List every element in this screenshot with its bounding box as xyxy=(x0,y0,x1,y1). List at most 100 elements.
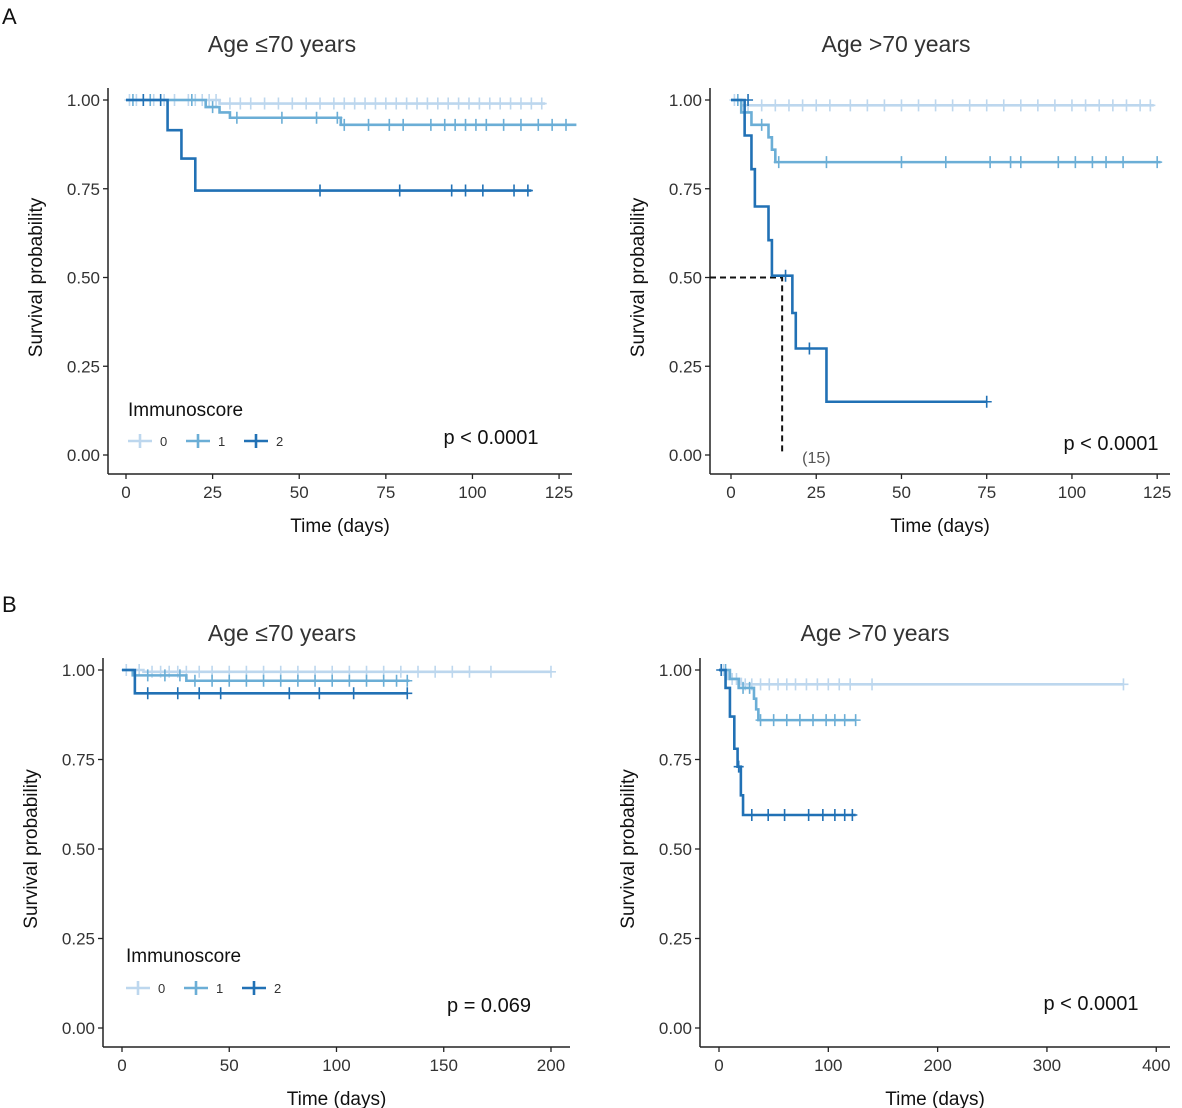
censor-mark xyxy=(879,99,890,112)
censor-mark xyxy=(292,674,303,687)
censor-mark xyxy=(1101,156,1112,169)
censor-mark xyxy=(526,97,537,110)
censor-mark xyxy=(781,678,792,691)
censor-mark xyxy=(194,665,205,678)
censor-mark xyxy=(174,669,185,682)
censor-mark xyxy=(1053,156,1064,169)
y-axis-label: Survival probability xyxy=(21,769,42,929)
censor-mark xyxy=(1015,156,1026,169)
censor-mark xyxy=(981,99,992,112)
x-tick-label: 100 xyxy=(322,1056,350,1075)
censor-mark xyxy=(224,97,235,110)
censor-mark xyxy=(803,808,814,821)
censor-mark xyxy=(446,184,457,197)
y-tick-label: 0.50 xyxy=(669,269,702,288)
censor-mark xyxy=(235,97,246,110)
y-tick-label: 0.00 xyxy=(669,446,702,465)
km-plot-a-age-le-70: Age ≤70 years 0.00 0.25 0.50 0.75 1.00 0 25 50 75… xyxy=(26,31,577,537)
censor-mark xyxy=(867,678,878,691)
x-axis-label: Time (days) xyxy=(287,1089,387,1108)
censor-mark xyxy=(460,118,471,131)
censor-mark xyxy=(545,665,556,678)
p-value-label: p < 0.0001 xyxy=(443,427,538,449)
survival-curve-score-2 xyxy=(731,98,987,404)
censor-mark xyxy=(495,97,506,110)
censor-mark xyxy=(349,97,360,110)
censor-mark xyxy=(378,674,389,687)
censor-mark xyxy=(823,678,834,691)
y-tick-label: 0.25 xyxy=(669,357,702,376)
censor-mark xyxy=(716,664,727,676)
censor-mark xyxy=(1152,156,1163,169)
censor-mark xyxy=(215,687,226,700)
censor-mark xyxy=(498,118,509,131)
censor-mark xyxy=(422,97,433,110)
x-tick-label: 0 xyxy=(726,483,735,502)
censor-mark xyxy=(363,118,374,131)
censor-mark xyxy=(764,678,775,691)
censor-mark xyxy=(447,665,458,678)
legend-label-score-0: 0 xyxy=(158,981,165,996)
y-tick-label: 0.75 xyxy=(62,751,95,770)
chart-title: Age >70 years xyxy=(822,31,971,57)
censor-mark xyxy=(756,118,767,131)
y-tick-label: 0.25 xyxy=(67,357,100,376)
x-tick-label: 50 xyxy=(892,483,911,502)
censor-mark xyxy=(829,808,840,821)
x-tick-label: 200 xyxy=(923,1056,951,1075)
censor-mark xyxy=(284,687,295,700)
censor-mark xyxy=(998,99,1009,112)
y-tick-label: 1.00 xyxy=(62,661,95,680)
chart-title: Age >70 years xyxy=(801,620,950,646)
x-axis-label: Time (days) xyxy=(885,1089,985,1108)
x-tick-label: 100 xyxy=(458,483,486,502)
censor-mark xyxy=(781,714,792,727)
censor-mark xyxy=(515,118,526,131)
censor-mark xyxy=(1005,156,1016,169)
censor-mark xyxy=(829,714,840,727)
censor-mark xyxy=(509,184,520,197)
censor-mark xyxy=(439,118,450,131)
censor-mark xyxy=(224,674,235,687)
censor-mark xyxy=(817,808,828,821)
y-tick-label: 1.00 xyxy=(67,91,100,110)
censor-mark xyxy=(522,184,533,197)
censor-mark xyxy=(460,184,471,197)
censor-mark xyxy=(896,99,907,112)
censor-mark xyxy=(155,94,166,106)
y-tick-label: 0.50 xyxy=(62,840,95,859)
censor-mark xyxy=(763,808,774,821)
censor-mark xyxy=(981,395,992,408)
censor-mark xyxy=(402,674,413,687)
censor-mark xyxy=(245,97,256,110)
censor-mark xyxy=(505,97,516,110)
x-tick-label: 200 xyxy=(537,1056,565,1075)
legend-title: Immunoscore xyxy=(126,946,241,967)
chart-title: Age ≤70 years xyxy=(208,31,356,57)
censor-mark xyxy=(430,665,441,678)
censor-mark xyxy=(913,99,924,112)
survival-curve-score-1 xyxy=(731,98,1161,164)
legend-label-score-2: 2 xyxy=(276,434,283,449)
censor-mark xyxy=(801,678,812,691)
x-tick-label: 0 xyxy=(714,1056,723,1075)
censor-mark xyxy=(395,665,406,678)
censor-mark xyxy=(743,94,754,106)
y-tick-label: 0.50 xyxy=(67,269,100,288)
y-tick-label: 0.75 xyxy=(669,180,702,199)
censor-mark xyxy=(361,674,372,687)
survival-curve-score-2 xyxy=(719,668,856,817)
p-value-label: p < 0.0001 xyxy=(1063,433,1158,455)
censor-mark xyxy=(207,101,218,114)
censor-mark xyxy=(1145,99,1156,112)
censor-mark xyxy=(755,678,766,691)
legend-label-score-1: 1 xyxy=(218,434,225,449)
chart-title: Age ≤70 years xyxy=(208,620,356,646)
x-axis-label: Time (days) xyxy=(290,516,390,537)
censor-mark xyxy=(474,97,485,110)
censor-mark xyxy=(561,118,571,131)
y-tick-label: 1.00 xyxy=(669,91,702,110)
legend-swatch-score-2 xyxy=(242,981,266,995)
censor-mark xyxy=(1070,156,1081,169)
p-value-label: p < 0.0001 xyxy=(1043,993,1138,1015)
